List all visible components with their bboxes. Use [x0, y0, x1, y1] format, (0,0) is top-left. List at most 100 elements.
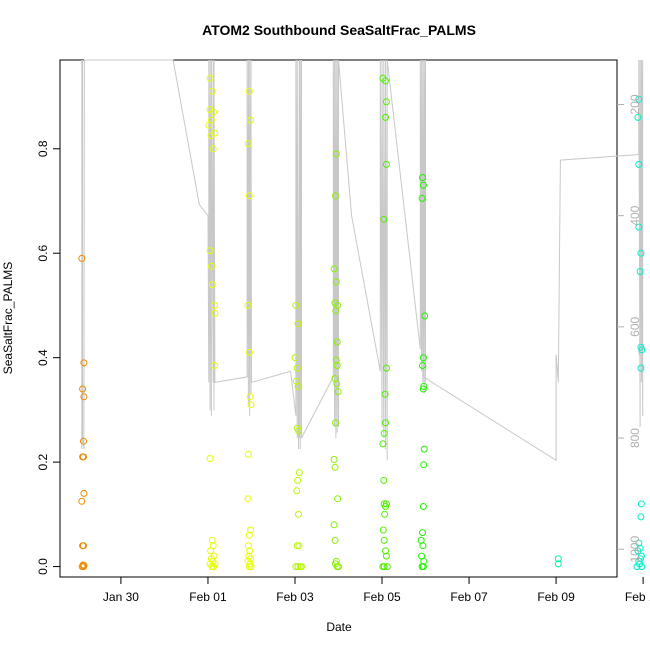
data-point — [419, 529, 426, 537]
data-point — [382, 98, 390, 106]
data-point — [637, 249, 645, 257]
x-tick-label: Feb 01 — [189, 590, 227, 604]
data-point — [419, 542, 427, 550]
data-point — [208, 87, 216, 95]
data-point — [207, 547, 215, 555]
data-point — [244, 495, 252, 503]
data-point — [420, 461, 428, 469]
data-point — [211, 301, 218, 309]
data-point — [80, 489, 88, 497]
data-point — [332, 278, 340, 286]
y-axis-label: SeaSaltFrac_PALMS — [1, 262, 15, 375]
y2-axis: 200 400 600 800 1000 — [617, 94, 642, 563]
data-point — [244, 542, 252, 550]
data-point — [294, 320, 302, 328]
y2-tick-label: 200 — [628, 94, 642, 114]
data-point — [244, 450, 252, 458]
data-point — [379, 563, 387, 571]
data-point — [247, 401, 255, 409]
data-point — [206, 247, 214, 255]
data-point — [247, 563, 255, 571]
data-point — [380, 476, 388, 484]
data-point — [419, 354, 427, 362]
data-point — [418, 194, 426, 202]
data-point — [78, 497, 86, 505]
x-tick-label: Jan 30 — [103, 590, 139, 604]
data-point — [379, 526, 387, 534]
data-point — [294, 476, 302, 484]
data-point — [418, 563, 426, 571]
data-point — [382, 547, 389, 555]
data-point — [293, 487, 301, 495]
data-point — [383, 563, 391, 571]
data-point — [380, 215, 388, 223]
data-point — [80, 542, 87, 550]
data-point — [295, 427, 302, 435]
data-point — [247, 526, 255, 534]
data-point — [380, 536, 388, 544]
data-point — [635, 539, 643, 547]
data-point — [80, 562, 88, 569]
data-point — [382, 552, 390, 560]
data-point — [635, 95, 643, 103]
y-tick-label: 0.2 — [36, 453, 50, 470]
y-tick-label: 0.8 — [36, 140, 50, 157]
data-point — [211, 309, 219, 317]
data-point — [335, 563, 342, 571]
data-point — [206, 455, 214, 462]
data-point — [208, 281, 216, 289]
x-tick-label: Feb 03 — [276, 590, 314, 604]
pressure-profile-layer — [81, 59, 644, 462]
data-point — [332, 150, 340, 158]
data-point — [247, 116, 255, 124]
data-point — [295, 510, 302, 518]
data-point — [637, 555, 644, 563]
data-point — [636, 268, 644, 275]
data-point — [330, 521, 338, 529]
data-point — [207, 132, 215, 140]
data-point — [206, 74, 214, 82]
data-point — [638, 563, 646, 571]
data-point — [420, 382, 428, 390]
data-point — [294, 382, 302, 390]
data-point — [333, 380, 341, 388]
data-point — [79, 385, 87, 393]
x-axis-label: Date — [326, 620, 352, 634]
data-point — [637, 500, 645, 508]
data-point — [78, 563, 86, 571]
data-point — [244, 140, 252, 148]
data-point — [78, 254, 86, 262]
data-point — [380, 429, 388, 437]
data-point — [637, 513, 645, 521]
x-tick-label: Feb 09 — [537, 590, 575, 604]
x-tick-label: Feb 11 — [625, 590, 650, 604]
data-point — [381, 390, 389, 398]
data-point — [80, 437, 87, 445]
data-point — [635, 160, 643, 168]
data-point — [420, 445, 428, 453]
data-point — [419, 362, 426, 369]
y-tick-label: 0.0 — [36, 558, 50, 575]
y-tick-label: 0.6 — [36, 245, 50, 262]
data-point — [331, 536, 339, 544]
data-point — [379, 440, 387, 448]
data-point — [207, 262, 215, 270]
data-point — [332, 192, 339, 200]
data-point — [245, 87, 253, 95]
data-point — [210, 563, 218, 571]
data-point — [634, 113, 642, 121]
data-point — [635, 223, 643, 231]
y-axis: 0.0 0.2 0.4 0.6 0.8 — [36, 140, 60, 575]
data-point — [293, 364, 301, 372]
chart-title: ATOM2 Southbound SeaSaltFrac_PALMS — [202, 22, 476, 38]
data-point — [333, 338, 341, 346]
x-axis: Jan 30 Feb 01 Feb 03 Feb 05 Feb 07 Feb 09 Feb … — [103, 577, 650, 604]
data-point — [634, 547, 642, 555]
data-point — [333, 362, 341, 369]
data-point — [334, 495, 342, 503]
data-point — [330, 265, 338, 273]
data-point — [292, 301, 300, 309]
data-point — [382, 113, 389, 121]
y2-tick-label: 800 — [628, 428, 642, 448]
